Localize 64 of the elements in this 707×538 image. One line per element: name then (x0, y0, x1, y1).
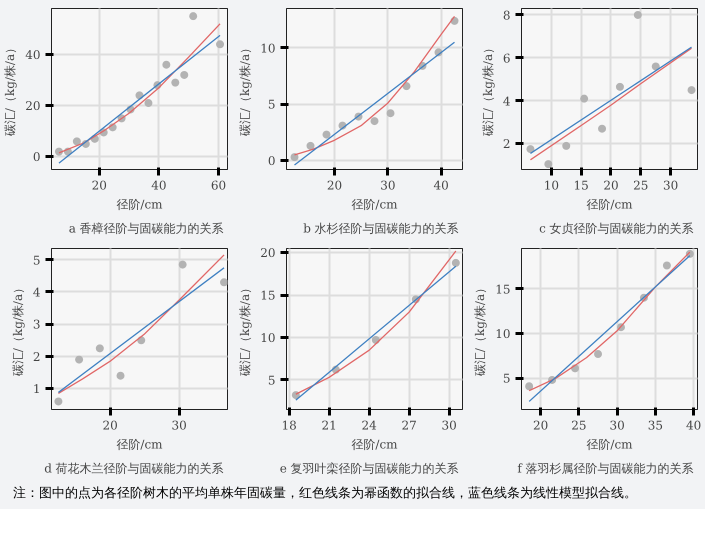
x-tick-label: 40 (151, 178, 167, 192)
x-tick-label: 30 (663, 178, 678, 192)
y-axis-title: 碳汇/（kg/株/a） (238, 282, 252, 378)
y-tick-label: 4 (32, 285, 41, 300)
y-tick-label: 1 (32, 382, 41, 396)
y-axis-title: 碳汇/（kg/株/a） (3, 42, 18, 138)
y-tick-label: 4 (502, 94, 511, 108)
x-tick-label: 30 (172, 418, 187, 432)
x-tick-label: 24 (362, 418, 378, 432)
y-tick-label: 5 (268, 98, 276, 112)
text: c 女贞径阶与固碳能力的关系 (539, 222, 694, 236)
x-tick-label: 21 (322, 418, 337, 432)
y-tick-label: 10 (495, 326, 511, 341)
x-tick-label: 20 (603, 178, 619, 192)
y-tick-label: 5 (502, 372, 511, 386)
y-tick-label: 15 (260, 288, 276, 303)
x-axis-title: 径阶/cm (351, 438, 398, 452)
y-tick-label: 8 (502, 8, 511, 22)
x-tick-label: 30 (442, 418, 457, 432)
x-tick-label: 40 (434, 178, 449, 192)
x-axis-title: 径阶/cm (351, 198, 398, 212)
x-tick-label: 20 (92, 178, 107, 192)
text: a 香樟径阶与固碳能力的关系 (68, 222, 224, 236)
x-axis-title: 径阶/cm (586, 438, 634, 452)
y-axis-title: 碳汇/（kg/株/a） (480, 42, 495, 138)
y-tick-label: 40 (25, 48, 41, 62)
y-tick-label: 10 (260, 41, 276, 56)
y-tick-label: 6 (502, 51, 511, 66)
y-tick-label: 0 (268, 154, 276, 168)
x-tick-label: 25 (633, 178, 648, 192)
y-tick-label: 0 (32, 150, 41, 164)
y-tick-label: 2 (32, 350, 41, 364)
y-tick-label: 2 (502, 137, 511, 152)
y-tick-label: 20 (260, 246, 276, 260)
text: f 落羽杉属径阶与固碳能力的关系 (517, 462, 694, 476)
text: 注：图中的点为各径阶树木的平均单株年固碳量，红色线条为幂函数的拟合线，蓝色线条为线性模型拟合线。 (13, 485, 637, 503)
x-tick-label: 18 (282, 418, 297, 432)
y-tick-label: 10 (260, 330, 276, 345)
y-tick-label: 20 (25, 99, 41, 114)
x-tick-label: 15 (574, 178, 589, 192)
y-tick-label: 5 (268, 373, 276, 388)
x-tick-label: 30 (380, 178, 396, 192)
x-axis-title: 径阶/cm (116, 198, 164, 212)
y-tick-label: 3 (32, 318, 41, 332)
x-tick-label: 40 (686, 418, 702, 432)
x-tick-label: 30 (610, 418, 625, 432)
x-tick-label: 20 (326, 178, 342, 192)
x-axis-title: 径阶/cm (116, 438, 164, 452)
x-tick-label: 35 (648, 418, 664, 432)
x-tick-label: 25 (571, 418, 587, 432)
text: b 水杉径阶与固碳能力的关系 (303, 222, 459, 236)
x-tick-label: 20 (532, 418, 548, 432)
x-tick-label: 10 (544, 178, 559, 192)
y-axis-title: 碳汇/（kg/株/a） (10, 282, 25, 378)
y-tick-label: 15 (495, 282, 511, 296)
y-tick-label: 5 (32, 253, 41, 268)
text: d 荷花木兰径阶与固碳能力的关系 (44, 462, 224, 476)
y-axis-title: 碳汇/（kg/株/a） (238, 42, 252, 138)
x-tick-label: 20 (102, 418, 118, 432)
x-axis-title: 径阶/cm (586, 198, 634, 212)
text: e 复羽叶栾径阶与固碳能力的关系 (280, 462, 459, 476)
x-tick-label: 60 (210, 178, 226, 192)
x-tick-label: 27 (402, 418, 417, 432)
y-axis-title: 碳汇/（kg/株/a） (473, 282, 488, 378)
